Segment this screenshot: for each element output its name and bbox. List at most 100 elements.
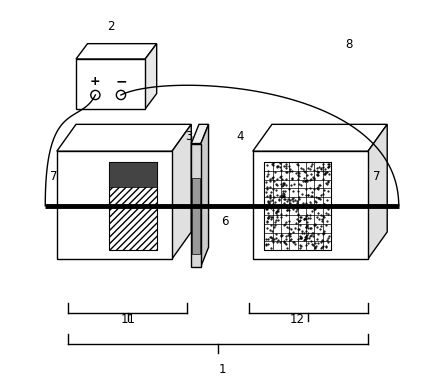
Point xyxy=(325,163,333,170)
Point xyxy=(288,226,295,232)
Point xyxy=(297,233,304,239)
Point xyxy=(299,202,306,208)
Point xyxy=(297,217,304,223)
Point xyxy=(308,230,315,236)
Point xyxy=(281,240,289,246)
Point xyxy=(280,163,287,170)
Point xyxy=(313,199,320,205)
Point xyxy=(274,207,281,214)
Point xyxy=(307,225,314,231)
Point xyxy=(276,197,283,203)
Point xyxy=(312,206,319,212)
Point xyxy=(285,230,292,236)
Point xyxy=(325,164,332,171)
Point xyxy=(315,240,322,246)
Point xyxy=(301,234,308,240)
Point xyxy=(311,222,318,228)
Point xyxy=(325,235,332,241)
Point xyxy=(270,236,277,242)
Bar xyxy=(109,162,157,187)
Point xyxy=(301,175,308,181)
Point xyxy=(268,236,275,243)
Point xyxy=(304,223,311,229)
Text: 4: 4 xyxy=(237,130,244,143)
Point xyxy=(323,237,330,243)
Point xyxy=(280,200,287,206)
Point xyxy=(299,190,306,197)
Point xyxy=(292,170,299,176)
Point xyxy=(281,221,288,228)
Point xyxy=(263,189,270,195)
Point xyxy=(284,224,291,230)
Point xyxy=(316,216,323,222)
Point xyxy=(305,240,312,247)
Point xyxy=(283,207,290,213)
Point xyxy=(289,195,297,201)
Text: +: + xyxy=(90,75,101,88)
Point xyxy=(269,162,276,168)
Point xyxy=(323,168,330,175)
Point xyxy=(291,224,298,231)
Point xyxy=(271,194,278,200)
Point xyxy=(298,230,305,236)
Point xyxy=(268,188,275,195)
Point xyxy=(264,209,271,216)
Point xyxy=(322,170,329,176)
Point xyxy=(285,232,292,238)
Point xyxy=(307,199,314,205)
Point xyxy=(316,195,323,202)
Point xyxy=(264,198,271,204)
Point xyxy=(285,204,293,211)
Point xyxy=(272,187,279,193)
Point xyxy=(303,216,310,223)
Point xyxy=(305,215,312,221)
Point xyxy=(325,206,332,212)
Point xyxy=(263,225,270,231)
Point xyxy=(279,190,286,196)
Point xyxy=(309,207,316,214)
Point xyxy=(318,245,325,251)
Point xyxy=(285,205,292,211)
Point xyxy=(274,214,281,220)
Point xyxy=(271,221,278,228)
Point xyxy=(265,171,272,177)
Point xyxy=(270,187,277,193)
Point xyxy=(282,163,289,169)
Point xyxy=(321,204,329,210)
Point xyxy=(280,180,287,186)
Point xyxy=(268,214,275,220)
Point xyxy=(322,169,329,175)
Point xyxy=(314,186,321,192)
Point xyxy=(312,194,319,200)
Point xyxy=(285,196,292,202)
Point xyxy=(274,206,281,212)
Point xyxy=(281,188,289,194)
Point xyxy=(291,241,298,247)
Point xyxy=(326,233,333,239)
Polygon shape xyxy=(76,44,157,59)
Point xyxy=(272,235,279,241)
Point xyxy=(322,166,329,172)
Text: −: − xyxy=(115,75,127,89)
Point xyxy=(263,236,270,242)
Point xyxy=(295,226,302,232)
Point xyxy=(277,181,284,187)
Point xyxy=(320,171,327,177)
Point xyxy=(274,176,281,183)
Point xyxy=(294,226,301,233)
Point xyxy=(320,191,327,197)
Point xyxy=(294,216,301,222)
Point xyxy=(287,197,294,203)
Point xyxy=(274,208,281,214)
Text: 8: 8 xyxy=(345,38,353,51)
Point xyxy=(292,197,299,203)
Point xyxy=(317,195,324,202)
Point xyxy=(326,161,333,168)
Point xyxy=(267,222,274,228)
Point xyxy=(295,173,302,179)
Point xyxy=(314,170,321,176)
Point xyxy=(294,161,301,168)
Point xyxy=(263,205,270,212)
Point xyxy=(319,176,326,182)
Point xyxy=(297,222,304,228)
